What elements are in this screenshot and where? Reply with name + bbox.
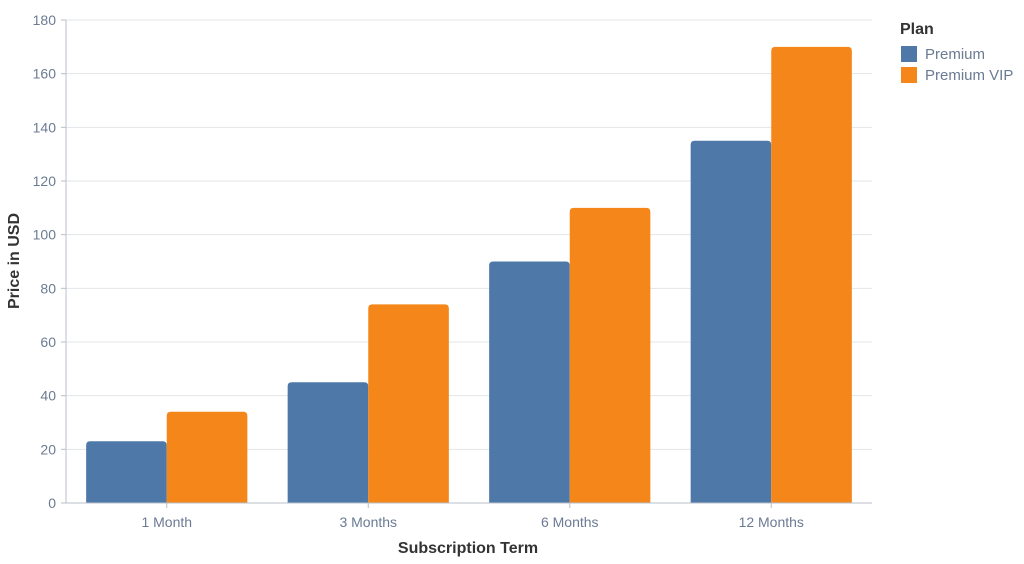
- bar-premium-vip-3-months: [368, 304, 449, 503]
- legend-title: Plan: [900, 21, 934, 38]
- axes: 0 20 40 60 80 100 120 140 160 180 1 Month 3 Months 6…: [33, 12, 872, 530]
- y-tick-label: 0: [48, 495, 56, 511]
- legend-label: Premium VIP: [925, 67, 1013, 84]
- y-tick-label: 100: [33, 227, 57, 243]
- x-tick-label: 6 Months: [541, 514, 599, 530]
- y-tick-label: 180: [33, 12, 57, 28]
- bar-premium-3-months: [287, 382, 369, 503]
- x-axis-title: Subscription Term: [398, 540, 538, 557]
- y-axis-title: Price in USD: [6, 213, 23, 309]
- bars: [86, 46, 852, 504]
- bar-premium-vip-6-months: [569, 207, 651, 504]
- y-tick-label: 140: [33, 119, 57, 135]
- y-tick-label: 20: [40, 441, 56, 457]
- y-tick-label: 40: [40, 388, 56, 404]
- bar-premium-vip-12-months: [771, 46, 852, 503]
- legend-swatch: [901, 46, 917, 62]
- y-tick-label: 120: [33, 173, 57, 189]
- x-tick-label: 12 Months: [739, 514, 804, 530]
- legend-label: Premium: [925, 46, 985, 63]
- gridlines: [66, 19, 872, 450]
- x-tick-label: 1 Month: [141, 514, 192, 530]
- legend-items: Premium Premium VIP: [901, 46, 1013, 84]
- bar-premium-vip-1-month: [166, 411, 248, 503]
- x-tick-label: 3 Months: [339, 514, 397, 530]
- bar-premium-1-month: [86, 441, 167, 503]
- y-tick-label: 60: [40, 334, 56, 350]
- y-tick-label: 80: [40, 280, 56, 296]
- bar-premium-12-months: [690, 140, 772, 503]
- legend: Plan Premium Premium VIP: [900, 21, 1013, 84]
- y-tick-label: 160: [33, 66, 57, 82]
- legend-swatch: [901, 67, 917, 83]
- bar-premium-6-months: [489, 261, 570, 503]
